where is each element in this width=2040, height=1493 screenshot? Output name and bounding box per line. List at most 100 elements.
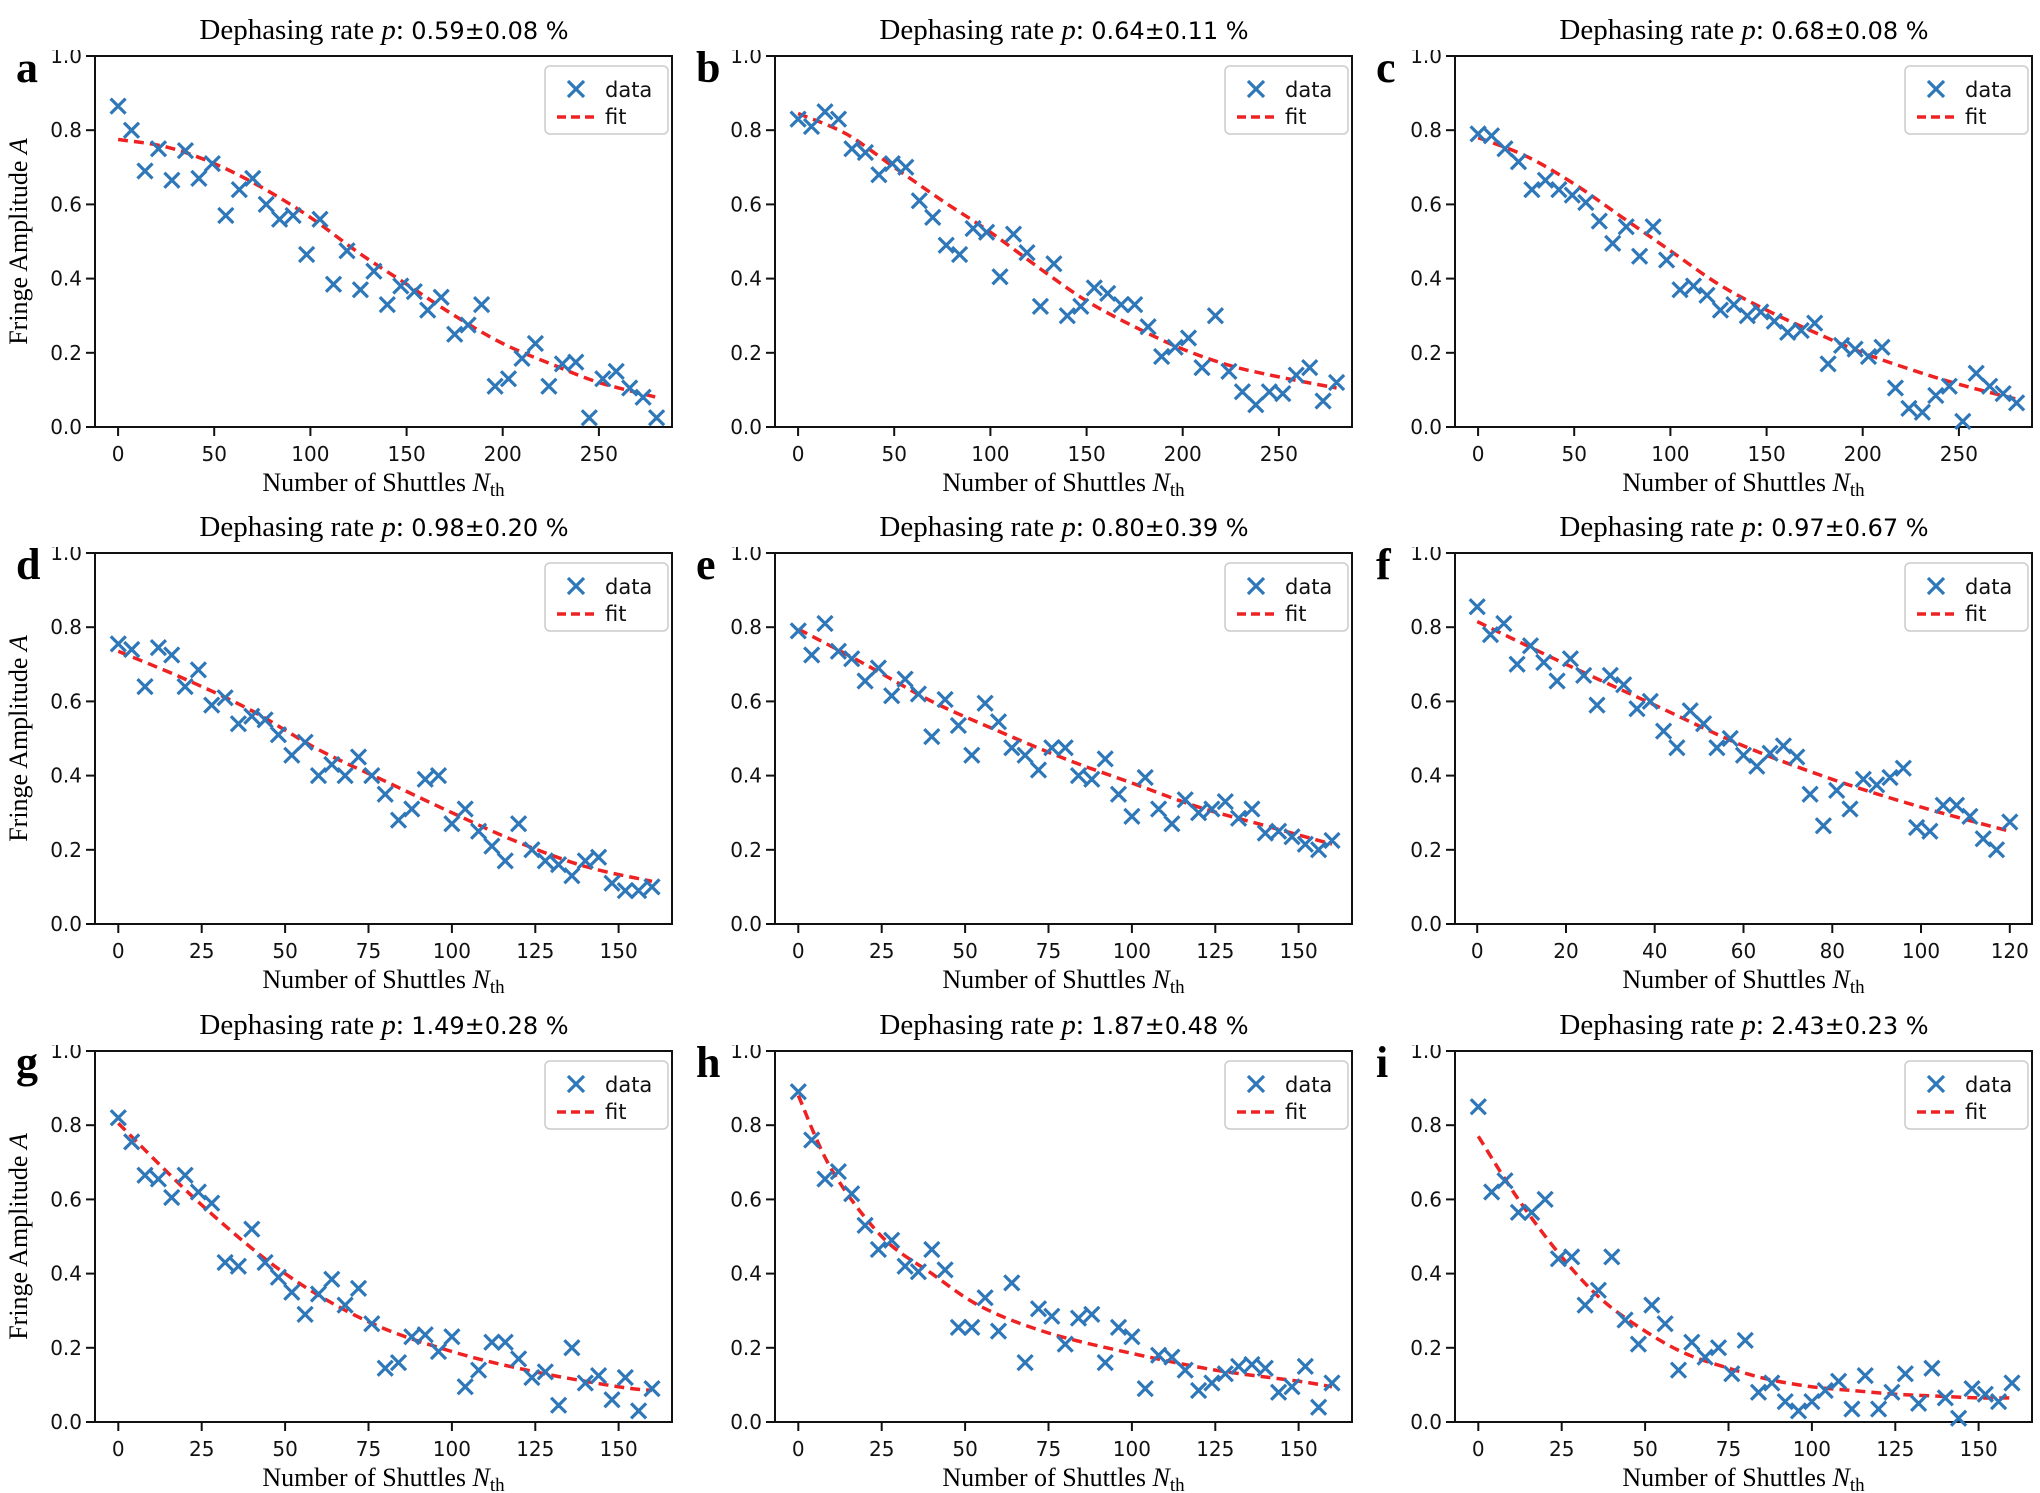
svg-text:25: 25 bbox=[1549, 1437, 1574, 1461]
svg-text:0: 0 bbox=[792, 442, 805, 466]
svg-text:100: 100 bbox=[433, 939, 471, 963]
panel-title: Dephasing rate p: 1.87±0.48 % bbox=[680, 995, 1360, 1045]
title-prefix: Dephasing rate bbox=[879, 14, 1062, 46]
panel-letter: h bbox=[696, 1038, 721, 1087]
legend-data-label: data bbox=[605, 1073, 652, 1097]
svg-text:0: 0 bbox=[1471, 939, 1484, 963]
legend-fit-label: fit bbox=[605, 105, 626, 129]
svg-text:60: 60 bbox=[1731, 939, 1756, 963]
title-separator: : bbox=[1755, 14, 1772, 46]
svg-text:40: 40 bbox=[1642, 939, 1667, 963]
y-axis-ticks: 0.0 0.2 0.4 0.6 0.8 1.0 bbox=[1410, 50, 1455, 439]
legend-data-marker bbox=[566, 1074, 586, 1094]
legend-fit-label: fit bbox=[1285, 1100, 1306, 1124]
panel-letter: b bbox=[696, 43, 721, 92]
svg-text:150: 150 bbox=[1280, 1437, 1318, 1461]
title-separator: : bbox=[1075, 1009, 1092, 1041]
x-axis-label: Number of Shuttles Nth bbox=[262, 965, 505, 994]
title-separator: : bbox=[1755, 1009, 1772, 1041]
svg-text:0: 0 bbox=[792, 939, 805, 963]
panel-title: Dephasing rate p: 0.59±0.08 % bbox=[0, 0, 680, 50]
title-separator: : bbox=[395, 14, 412, 46]
fit-line bbox=[117, 137, 658, 399]
svg-text:100: 100 bbox=[1902, 939, 1940, 963]
svg-text:0.4: 0.4 bbox=[1410, 764, 1442, 788]
svg-text:50: 50 bbox=[1632, 1437, 1657, 1461]
y-axis-ticks: 0.0 0.2 0.4 0.6 0.8 1.0 bbox=[730, 1045, 775, 1434]
legend-data-marker bbox=[1926, 1074, 1946, 1094]
svg-text:0.8: 0.8 bbox=[50, 1113, 82, 1137]
panel-letter: e bbox=[696, 540, 716, 589]
svg-text:250: 250 bbox=[1940, 442, 1978, 466]
svg-text:0.6: 0.6 bbox=[730, 192, 762, 216]
svg-text:0.0: 0.0 bbox=[730, 1410, 762, 1434]
axes-box bbox=[774, 55, 1353, 428]
legend-data-label: data bbox=[1285, 78, 1332, 102]
fit-line bbox=[1477, 135, 2018, 401]
svg-text:50: 50 bbox=[952, 939, 977, 963]
plot-area-g: 0.0 0.2 0.4 0.6 0.8 1.0 0 25 50 75 100 125 150 Number… bbox=[0, 1045, 680, 1492]
svg-text:250: 250 bbox=[1260, 442, 1298, 466]
svg-text:50: 50 bbox=[952, 1437, 977, 1461]
svg-text:0.8: 0.8 bbox=[1410, 118, 1442, 142]
panel-title: Dephasing rate p: 0.98±0.20 % bbox=[0, 497, 680, 547]
legend: data fit bbox=[544, 1060, 669, 1130]
svg-text:0.6: 0.6 bbox=[1410, 1187, 1442, 1211]
svg-text:0: 0 bbox=[1472, 442, 1485, 466]
svg-text:0.8: 0.8 bbox=[730, 118, 762, 142]
panel-title: Dephasing rate p: 0.80±0.39 % bbox=[680, 497, 1360, 547]
x-axis-ticks: 0 50 100 150 200 250 bbox=[792, 427, 1298, 466]
svg-text:0.4: 0.4 bbox=[1410, 267, 1442, 291]
title-prefix: Dephasing rate bbox=[879, 511, 1062, 543]
svg-text:150: 150 bbox=[1068, 442, 1106, 466]
x-axis-ticks: 0 25 50 75 100 125 150 bbox=[792, 924, 1318, 963]
svg-text:100: 100 bbox=[291, 442, 329, 466]
svg-text:50: 50 bbox=[272, 939, 297, 963]
title-value: 0.64±0.11 % bbox=[1091, 17, 1249, 45]
svg-text:200: 200 bbox=[484, 442, 522, 466]
svg-text:0.4: 0.4 bbox=[730, 764, 762, 788]
y-axis-ticks: 0.0 0.2 0.4 0.6 0.8 1.0 bbox=[730, 50, 775, 439]
data-markers bbox=[1469, 125, 2026, 431]
y-axis-label: Fringe Amplitude A bbox=[4, 138, 33, 345]
svg-text:0: 0 bbox=[112, 939, 125, 963]
svg-text:50: 50 bbox=[272, 1437, 297, 1461]
x-axis-label: Number of Shuttles Nth bbox=[942, 965, 1185, 994]
data-markers bbox=[1469, 1098, 2021, 1427]
svg-text:150: 150 bbox=[1960, 1437, 1998, 1461]
svg-text:0.2: 0.2 bbox=[730, 341, 762, 365]
plot-area-f: 0.0 0.2 0.4 0.6 0.8 1.0 0 20 40 60 80 100 120 Number … bbox=[1360, 547, 2040, 994]
x-axis-label: Number of Shuttles Nth bbox=[262, 1463, 505, 1492]
panel-a: a Dephasing rate p: 0.59±0.08 % 0.0 0.2 0.… bbox=[0, 0, 680, 497]
svg-text:1.0: 1.0 bbox=[1410, 547, 1442, 565]
svg-text:0.2: 0.2 bbox=[50, 1336, 82, 1360]
svg-text:0.6: 0.6 bbox=[1410, 689, 1442, 713]
svg-text:1.0: 1.0 bbox=[730, 1045, 762, 1063]
svg-text:100: 100 bbox=[971, 442, 1009, 466]
svg-text:200: 200 bbox=[1844, 442, 1882, 466]
svg-text:0.0: 0.0 bbox=[50, 912, 82, 936]
x-axis-label: Number of Shuttles Nth bbox=[1622, 468, 1865, 497]
title-separator: : bbox=[395, 511, 412, 543]
legend-data-label: data bbox=[1285, 575, 1332, 599]
x-axis-label: Number of Shuttles Nth bbox=[942, 1463, 1185, 1492]
svg-text:0.8: 0.8 bbox=[50, 118, 82, 142]
x-axis-ticks: 0 50 100 150 200 250 bbox=[1472, 427, 1978, 466]
svg-text:0.0: 0.0 bbox=[50, 1410, 82, 1434]
legend-data-label: data bbox=[1965, 78, 2012, 102]
data-markers bbox=[789, 103, 1346, 414]
legend-data-marker bbox=[1246, 79, 1266, 99]
title-prefix: Dephasing rate bbox=[1559, 1009, 1742, 1041]
legend-fit-label: fit bbox=[1965, 105, 1986, 129]
x-axis-ticks: 0 25 50 75 100 125 150 bbox=[112, 924, 638, 963]
y-axis-ticks: 0.0 0.2 0.4 0.6 0.8 1.0 bbox=[50, 1045, 95, 1434]
x-axis-ticks: 0 25 50 75 100 125 150 bbox=[1472, 1422, 1998, 1461]
svg-text:0.4: 0.4 bbox=[50, 267, 82, 291]
title-separator: : bbox=[1075, 14, 1092, 46]
legend-data-marker bbox=[1926, 576, 1946, 596]
legend-data-marker bbox=[1246, 1074, 1266, 1094]
svg-text:0: 0 bbox=[112, 1437, 125, 1461]
svg-text:75: 75 bbox=[1036, 1437, 1061, 1461]
svg-text:150: 150 bbox=[600, 1437, 638, 1461]
legend: data fit bbox=[544, 65, 669, 135]
